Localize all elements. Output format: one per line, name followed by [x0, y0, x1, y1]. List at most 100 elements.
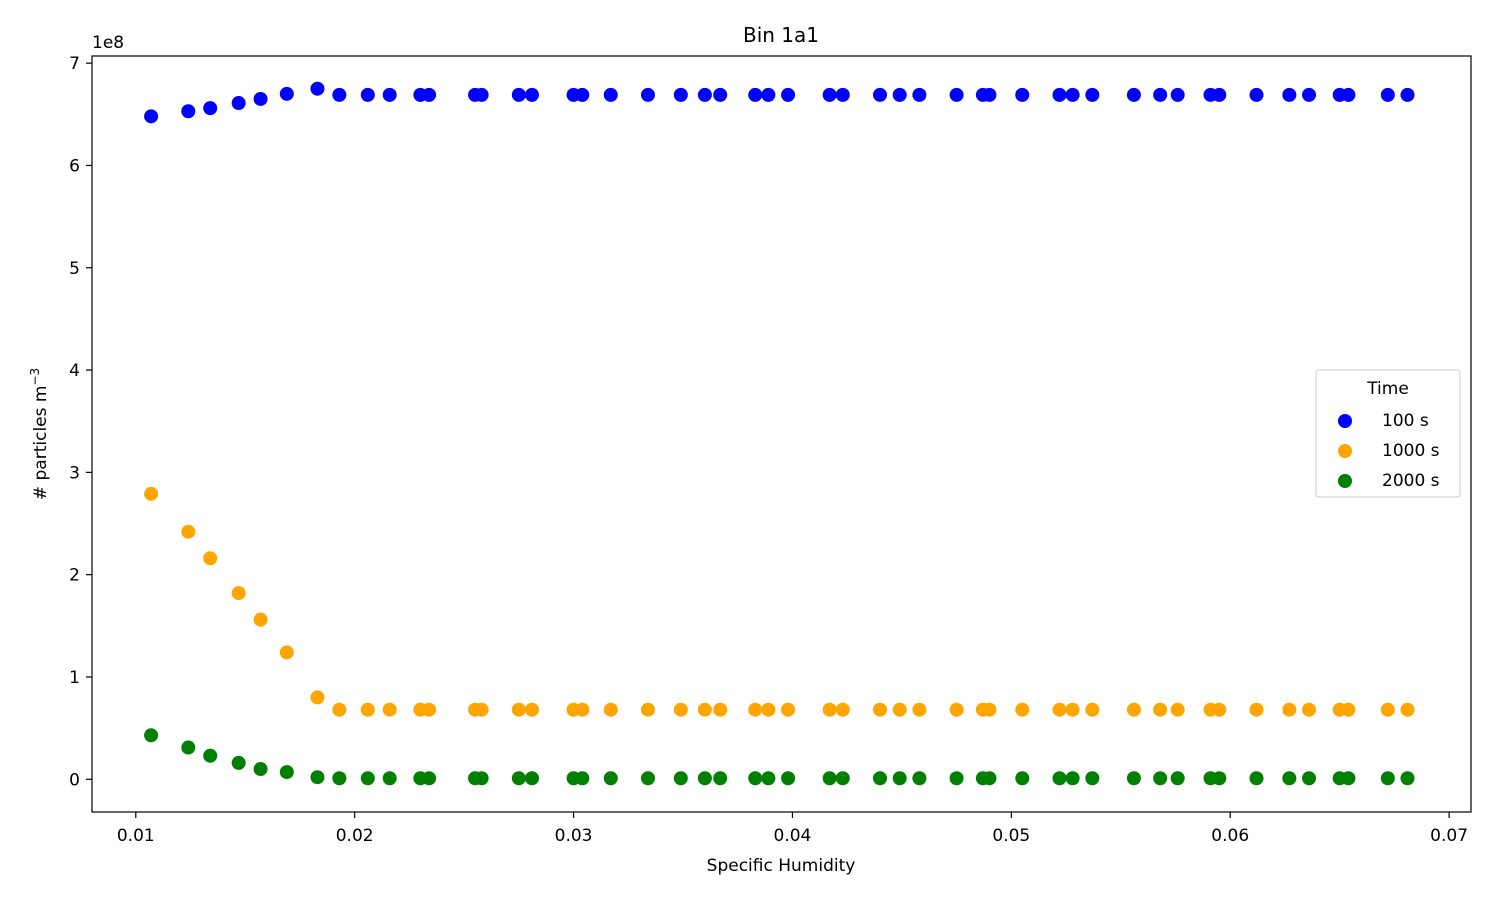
- legend: Time 100 s 1000 s 2000 s: [1315, 369, 1461, 498]
- point-2000-s: [1085, 771, 1100, 786]
- point-1000-s: [1065, 702, 1080, 717]
- point-100-s: [949, 87, 964, 102]
- point-2000-s: [822, 771, 837, 786]
- point-1000-s: [912, 702, 927, 717]
- point-100-s: [524, 87, 539, 102]
- point-100-s: [640, 87, 655, 102]
- y-axis-label-text: # particles m: [31, 386, 51, 501]
- point-2000-s: [1302, 771, 1317, 786]
- point-1000-s: [575, 702, 590, 717]
- point-2000-s: [1170, 771, 1185, 786]
- point-1000-s: [640, 702, 655, 717]
- point-1000-s: [1341, 702, 1356, 717]
- point-100-s: [982, 87, 997, 102]
- point-1000-s: [1282, 702, 1297, 717]
- y-tick-label: 3: [69, 463, 80, 483]
- x-tick-label: 0.06: [1211, 826, 1249, 846]
- point-2000-s: [873, 771, 887, 786]
- legend-marker: [1338, 444, 1352, 458]
- point-1000-s: [360, 702, 375, 717]
- point-2000-s: [203, 748, 218, 763]
- point-2000-s: [603, 771, 618, 786]
- series-2000-s: [144, 728, 1415, 786]
- point-1000-s: [310, 690, 325, 705]
- point-2000-s: [279, 765, 294, 780]
- point-2000-s: [748, 771, 763, 786]
- point-2000-s: [1380, 771, 1395, 786]
- point-2000-s: [253, 762, 268, 777]
- y-tick-label: 7: [69, 54, 80, 74]
- point-2000-s: [360, 771, 375, 786]
- point-2000-s: [781, 771, 796, 786]
- point-100-s: [1400, 87, 1415, 102]
- point-1000-s: [1126, 702, 1141, 717]
- point-1000-s: [203, 551, 218, 566]
- x-tick-label: 0.05: [992, 826, 1030, 846]
- point-1000-s: [1249, 702, 1264, 717]
- point-2000-s: [1212, 771, 1227, 786]
- point-100-s: [181, 104, 196, 119]
- point-100-s: [422, 87, 437, 102]
- point-1000-s: [422, 702, 437, 717]
- point-100-s: [1153, 87, 1168, 102]
- point-2000-s: [1249, 771, 1264, 786]
- point-1000-s: [181, 524, 196, 539]
- point-1000-s: [982, 702, 997, 717]
- point-2000-s: [144, 728, 159, 743]
- point-100-s: [310, 81, 325, 96]
- point-2000-s: [949, 771, 964, 786]
- point-100-s: [332, 87, 347, 102]
- y-axis-label-superscript: −3: [28, 368, 42, 386]
- point-2000-s: [1153, 771, 1168, 786]
- point-2000-s: [422, 771, 437, 786]
- point-100-s: [912, 87, 927, 102]
- point-2000-s: [1282, 771, 1297, 786]
- point-1000-s: [524, 702, 539, 717]
- point-100-s: [892, 87, 907, 102]
- point-1000-s: [1400, 702, 1415, 717]
- point-100-s: [203, 101, 218, 116]
- point-2000-s: [575, 771, 590, 786]
- point-1000-s: [603, 702, 618, 717]
- point-1000-s: [1380, 702, 1395, 717]
- series-100-s: [144, 81, 1415, 124]
- point-1000-s: [382, 702, 397, 717]
- y-tick-label: 6: [69, 156, 80, 176]
- point-100-s: [1341, 87, 1356, 102]
- y-tick-label: 1: [69, 668, 80, 688]
- point-1000-s: [1212, 702, 1227, 717]
- legend-label: 100 s: [1382, 411, 1429, 431]
- point-1000-s: [697, 702, 712, 717]
- series-1000-s: [144, 486, 1415, 717]
- point-2000-s: [673, 771, 688, 786]
- y-scale-factor-label: 1e8: [92, 33, 124, 53]
- point-2000-s: [1341, 771, 1356, 786]
- point-100-s: [1085, 87, 1100, 102]
- point-2000-s: [310, 770, 325, 785]
- point-1000-s: [279, 645, 294, 660]
- point-1000-s: [761, 702, 776, 717]
- point-2000-s: [697, 771, 712, 786]
- point-100-s: [835, 87, 850, 102]
- x-tick-label: 0.03: [555, 826, 593, 846]
- chart-title: Bin 1a1: [743, 23, 819, 47]
- y-tick-label: 5: [69, 259, 80, 279]
- x-axis-ticks: 0.01 0.02 0.03 0.04 0.05 0.06 0.07: [117, 812, 1468, 846]
- point-100-s: [713, 87, 728, 102]
- point-1000-s: [511, 702, 526, 717]
- legend-title: Time: [1366, 379, 1409, 399]
- point-1000-s: [1302, 702, 1317, 717]
- point-2000-s: [181, 740, 196, 755]
- legend-marker: [1338, 414, 1352, 428]
- point-100-s: [697, 87, 712, 102]
- point-100-s: [575, 87, 590, 102]
- point-2000-s: [524, 771, 539, 786]
- point-1000-s: [892, 702, 907, 717]
- y-tick-label: 0: [69, 770, 80, 790]
- point-2000-s: [892, 771, 907, 786]
- legend-label: 2000 s: [1382, 471, 1440, 491]
- point-100-s: [673, 87, 688, 102]
- point-2000-s: [231, 755, 246, 770]
- point-1000-s: [1015, 702, 1030, 717]
